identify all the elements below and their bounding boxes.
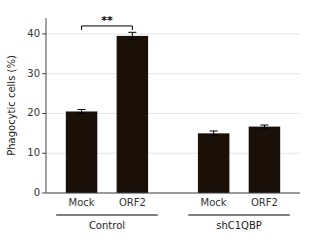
tick-label: 30 (27, 68, 40, 79)
error-bar (128, 32, 136, 39)
groups: Control shC1QBP (56, 215, 290, 231)
group-label: shC1QBP (216, 220, 262, 231)
group-line (188, 215, 290, 216)
tick-label: Mock (69, 197, 95, 208)
bar (249, 127, 280, 193)
bar (198, 133, 229, 193)
bar (66, 111, 97, 193)
error-bar (260, 125, 268, 128)
x-axis (46, 193, 300, 194)
tick-label: ORF2 (119, 197, 146, 208)
grid-line (46, 193, 300, 194)
y-axis-label: Phagocytic cells (%) (6, 55, 17, 156)
tick-label: Mock (201, 197, 227, 208)
grid-line (46, 73, 300, 74)
bar (117, 36, 148, 193)
significance-label: ** (101, 14, 113, 27)
chart: 0 10 20 30 40 Mock ORF2 Mock ORF2 Control shC1QBP P… (0, 0, 310, 245)
group-line (56, 215, 158, 216)
tick-label: ORF2 (251, 197, 278, 208)
x-ticks: Mock ORF2 Mock ORF2 (69, 197, 278, 208)
tick-mark (42, 33, 46, 34)
group-label: Control (89, 220, 125, 231)
tick-label: 20 (27, 107, 40, 118)
tick-mark (42, 153, 46, 154)
bars (66, 32, 280, 193)
tick-label: 40 (27, 28, 40, 39)
y-ticks: 0 10 20 30 40 (27, 28, 46, 198)
tick-mark (42, 193, 46, 194)
grid-line (46, 33, 300, 34)
y-axis (46, 18, 47, 193)
tick-label: 10 (27, 147, 40, 158)
tick-mark (42, 113, 46, 114)
error-bar (210, 131, 218, 136)
error-bar (78, 109, 86, 113)
y-grid (46, 34, 300, 193)
tick-mark (42, 73, 46, 74)
tick-label: 0 (34, 187, 40, 198)
grid-line (46, 113, 300, 114)
